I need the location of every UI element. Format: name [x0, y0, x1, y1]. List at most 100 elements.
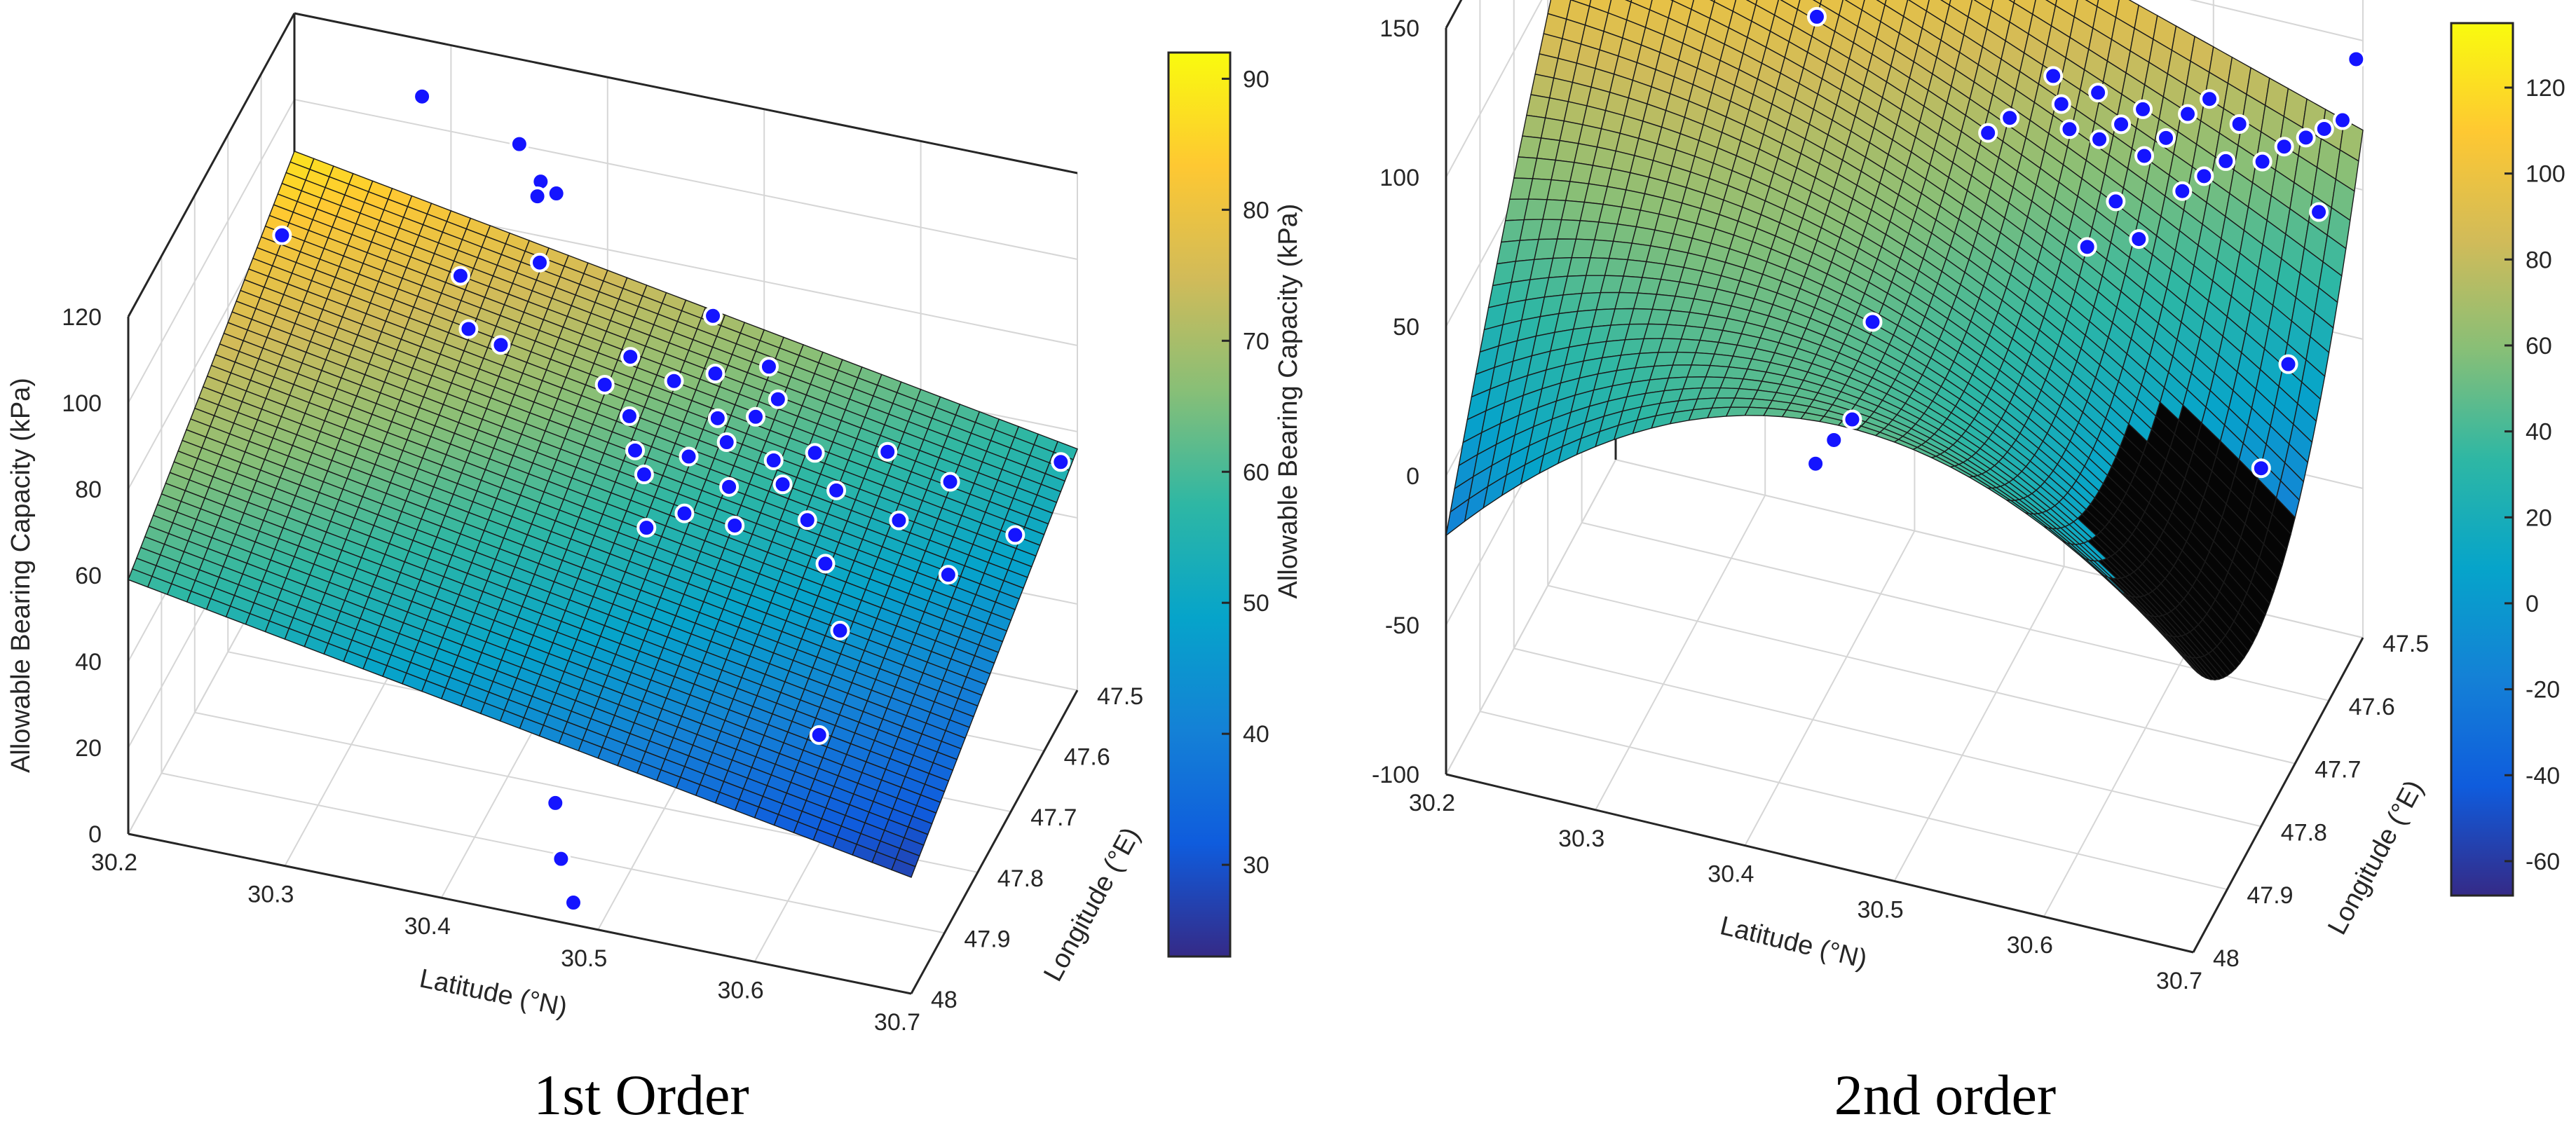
data-point: [412, 86, 432, 107]
data-point: [636, 518, 657, 538]
y-gridline: [193, 195, 979, 873]
data-point: [564, 893, 583, 913]
colorbar-tick-label: 40: [1243, 721, 1269, 748]
data-point: [2278, 354, 2298, 374]
x-tick-label: 30.5: [561, 945, 607, 972]
z-tick-label: -100: [1372, 762, 1419, 788]
colorbar-tick-label: -60: [2526, 849, 2560, 875]
z-tick-label: 60: [75, 563, 102, 589]
data-point: [719, 477, 740, 497]
data-point: [2309, 202, 2329, 222]
data-point: [620, 347, 641, 367]
data-point: [529, 252, 550, 273]
z-tick-label: 120: [62, 304, 102, 331]
data-point: [1842, 409, 1862, 430]
data-point: [940, 472, 960, 492]
z-tick-label: -50: [1385, 612, 1419, 639]
data-points: [272, 86, 1071, 913]
y-tick-label: 47.7: [2315, 757, 2361, 783]
colorbar-tick-label: 60: [2526, 333, 2552, 359]
z-tick-label: 0: [88, 821, 102, 848]
data-point: [625, 440, 646, 460]
data-point: [2133, 99, 2153, 119]
data-point: [2051, 94, 2071, 114]
data-point: [2129, 229, 2149, 249]
data-point: [809, 725, 829, 745]
fitted-surface: [1445, 0, 2364, 680]
colorbar-tick-label: 0: [2526, 591, 2539, 617]
axis-box-edge: [1445, 773, 2194, 954]
data-point: [679, 446, 699, 467]
panel-second-order: -100 -50 0 50 100 150 30.2 30.3 30.4 30.5 30.6 30.7…: [1274, 0, 2565, 1127]
data-point: [2134, 146, 2155, 166]
x-tick-label: 30.6: [718, 977, 764, 1003]
colorbar-tick-label: 60: [1243, 459, 1269, 486]
colorbar-tick-label: 70: [1243, 328, 1269, 355]
x-axis-label: Latitude (°N): [417, 964, 570, 1022]
x-tick-label: 30.4: [1708, 861, 1754, 888]
data-point: [707, 408, 728, 428]
z-tick-label: 20: [75, 735, 102, 762]
data-point: [527, 186, 547, 207]
data-point: [1862, 312, 1883, 332]
data-point: [1978, 123, 1998, 143]
colorbar: [2450, 22, 2514, 897]
data-point: [2332, 110, 2352, 130]
x-tick-label: 30.7: [874, 1009, 920, 1036]
data-point: [2156, 128, 2176, 148]
y-tick-label: 47.6: [1064, 744, 1110, 771]
data-point: [2251, 458, 2271, 479]
data-point: [805, 443, 825, 463]
axis-box-edge: [2192, 637, 2364, 953]
data-point: [797, 510, 817, 530]
colorbar-tick-label: 90: [1243, 66, 1269, 92]
axis-box-edge: [294, 12, 1078, 174]
colorbar: [1167, 51, 1232, 958]
panel-caption: 2nd order: [1834, 1063, 2057, 1127]
data-point: [746, 406, 765, 427]
data-point: [2090, 129, 2110, 149]
z-tick-label: 0: [1406, 463, 1419, 490]
data-point: [2106, 191, 2126, 212]
data-point: [826, 480, 847, 500]
data-point: [2252, 151, 2272, 172]
data-point: [768, 389, 788, 409]
data-point: [2346, 49, 2366, 69]
tick-labels: 0 20 40 60 80 100 120 30.2 30.3 30.4 30.5 30.6 30.7 4…: [62, 304, 1143, 1036]
tick-labels: -100 -50 0 50 100 150 30.2 30.3 30.4 30.5 30.6 30.7…: [1372, 15, 2429, 994]
data-point: [546, 184, 566, 204]
data-points: [1806, 6, 2366, 479]
y-axis-label: Longitude (°E): [1038, 823, 1146, 987]
y-tick-label: 47.9: [2247, 882, 2293, 909]
y-tick-label: 47.7: [1030, 804, 1077, 831]
x-tick-label: 30.4: [404, 913, 451, 940]
data-point: [272, 225, 292, 245]
data-point: [2059, 119, 2080, 139]
z-gridline: [1445, 0, 2364, 178]
data-point: [763, 451, 784, 470]
data-point: [2043, 66, 2064, 86]
data-point: [674, 503, 695, 523]
data-point: [725, 515, 745, 535]
data-point: [619, 406, 639, 426]
x-tick-label: 30.7: [2156, 968, 2202, 994]
axis-box-edge: [910, 690, 1079, 994]
data-point: [2000, 108, 2020, 128]
colorbar-tick-label: 120: [2526, 75, 2565, 102]
z-tick-label: 150: [1379, 15, 1419, 42]
data-point: [716, 432, 737, 453]
data-point: [1824, 430, 1844, 450]
x-tick-label: 30.6: [2007, 932, 2053, 959]
x-tick-label: 30.2: [91, 849, 137, 876]
data-point: [938, 565, 958, 585]
data-point: [1806, 453, 1826, 474]
data-point: [2194, 166, 2214, 186]
data-point: [594, 374, 615, 395]
y-tick-label: 47.6: [2349, 694, 2395, 720]
data-point: [2296, 128, 2316, 148]
colorbar-tick-label: -40: [2526, 762, 2560, 789]
z-tick-label: 80: [75, 477, 102, 503]
y-gridline: [161, 256, 945, 934]
data-point: [509, 134, 529, 154]
